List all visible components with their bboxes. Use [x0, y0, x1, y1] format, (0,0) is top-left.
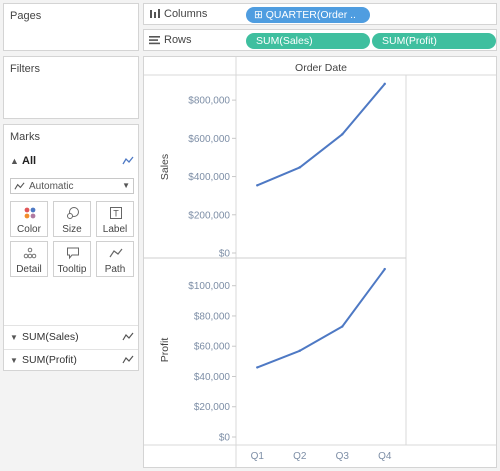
tooltip-icon	[67, 247, 79, 260]
data-point	[341, 133, 344, 136]
line-mark-icon	[122, 332, 134, 341]
filters-title: Filters	[10, 63, 40, 75]
y-axis-tick-label: $600,000	[188, 134, 230, 145]
expand-caret-icon[interactable]: ▼	[10, 333, 18, 342]
data-point	[383, 82, 386, 86]
size-icon	[67, 207, 79, 219]
data-point	[383, 267, 386, 271]
marks-all-label: All	[22, 155, 37, 167]
filters-card[interactable]: Filters	[3, 56, 139, 119]
rows-icon	[149, 36, 160, 45]
y-axis-tick-label: $100,000	[188, 281, 230, 292]
data-point	[298, 349, 301, 352]
path-button-label: Path	[104, 264, 126, 275]
y-axis-tick-label: $400,000	[188, 172, 230, 183]
y-axis-tick-label: $800,000	[188, 96, 230, 107]
svg-text:T: T	[113, 209, 119, 219]
x-axis-tick-label: Q2	[293, 451, 307, 462]
label-button[interactable]: T Label	[96, 201, 134, 237]
view-canvas[interactable]: Order Date $0 $200,000 $400,000 $600,000 $800…	[143, 56, 497, 468]
pages-card[interactable]: Pages	[3, 3, 139, 51]
tooltip-button[interactable]: Tooltip	[53, 241, 91, 277]
chevron-down-icon: ▼	[122, 181, 130, 190]
marks-field-sales[interactable]: ▼ SUM(Sales)	[10, 331, 134, 345]
divider	[4, 349, 138, 350]
columns-shelf[interactable]: Columns ⊞ QUARTER(Order ..	[143, 3, 497, 25]
pages-title: Pages	[10, 10, 42, 22]
data-point	[256, 366, 259, 369]
y-axis-tick-label: $0	[219, 433, 231, 444]
rows-shelf[interactable]: Rows SUM(Sales) SUM(Profit)	[143, 29, 497, 51]
color-button-label: Color	[17, 224, 41, 235]
marks-field-label: SUM(Sales)	[22, 331, 79, 343]
line-chart: Order Date $0 $200,000 $400,000 $600,000 $800…	[144, 57, 496, 467]
y-axis-tick-label: $200,000	[188, 210, 230, 221]
divider	[4, 325, 138, 326]
size-button-label: Size	[62, 224, 82, 235]
color-dots-icon	[24, 207, 36, 219]
marks-field-label: SUM(Profit)	[22, 354, 77, 366]
line-mark-icon	[122, 355, 134, 364]
color-button[interactable]: Color	[10, 201, 48, 237]
label-icon: T	[110, 207, 122, 219]
data-point	[256, 184, 259, 187]
expand-caret-icon[interactable]: ▼	[10, 356, 18, 365]
series-line-sales	[256, 83, 386, 187]
path-icon	[109, 248, 123, 258]
quarter-order-date-pill[interactable]: ⊞ QUARTER(Order ..	[246, 7, 370, 23]
x-axis-tick-label: Q3	[336, 451, 350, 462]
line-mark-icon	[14, 182, 25, 190]
path-button[interactable]: Path	[96, 241, 134, 277]
x-axis-tick-label: Q4	[378, 451, 392, 462]
marks-all-row[interactable]: ▲ All	[10, 155, 134, 169]
y-axis-tick-label: $60,000	[194, 342, 231, 353]
mark-type-dropdown[interactable]: Automatic ▼	[10, 178, 134, 194]
detail-button-label: Detail	[16, 264, 42, 275]
mark-type-value: Automatic	[29, 181, 74, 192]
y-axis-tick-label: $20,000	[194, 402, 231, 413]
marks-field-profit[interactable]: ▼ SUM(Profit)	[10, 354, 134, 368]
column-header-order-date: Order Date	[295, 62, 347, 74]
y-axis-tick-label: $40,000	[194, 372, 231, 383]
rows-label: Rows	[164, 34, 192, 46]
label-button-label: Label	[102, 224, 128, 235]
columns-icon	[150, 9, 160, 18]
x-axis-tick-label: Q1	[251, 451, 265, 462]
columns-label: Columns	[164, 8, 208, 20]
y-axis-tick-label: $80,000	[194, 311, 231, 322]
sum-profit-pill[interactable]: SUM(Profit)	[372, 33, 496, 49]
marks-card: Marks ▲ All Automatic ▼ Color Size	[3, 124, 139, 371]
y-axis-title-sales: Sales	[159, 154, 171, 180]
series-line-profit	[256, 268, 386, 369]
data-point	[298, 166, 301, 169]
detail-button[interactable]: Detail	[10, 241, 48, 277]
line-mark-icon	[122, 156, 134, 165]
size-button[interactable]: Size	[53, 201, 91, 237]
detail-dots-icon	[23, 247, 37, 259]
collapse-caret-icon[interactable]: ▲	[10, 156, 19, 166]
y-axis-title-profit: Profit	[159, 338, 171, 363]
data-point	[341, 325, 344, 328]
tooltip-button-label: Tooltip	[57, 264, 87, 275]
y-axis-tick-label: $0	[219, 249, 231, 260]
sum-sales-pill[interactable]: SUM(Sales)	[246, 33, 370, 49]
marks-title: Marks	[10, 131, 40, 143]
